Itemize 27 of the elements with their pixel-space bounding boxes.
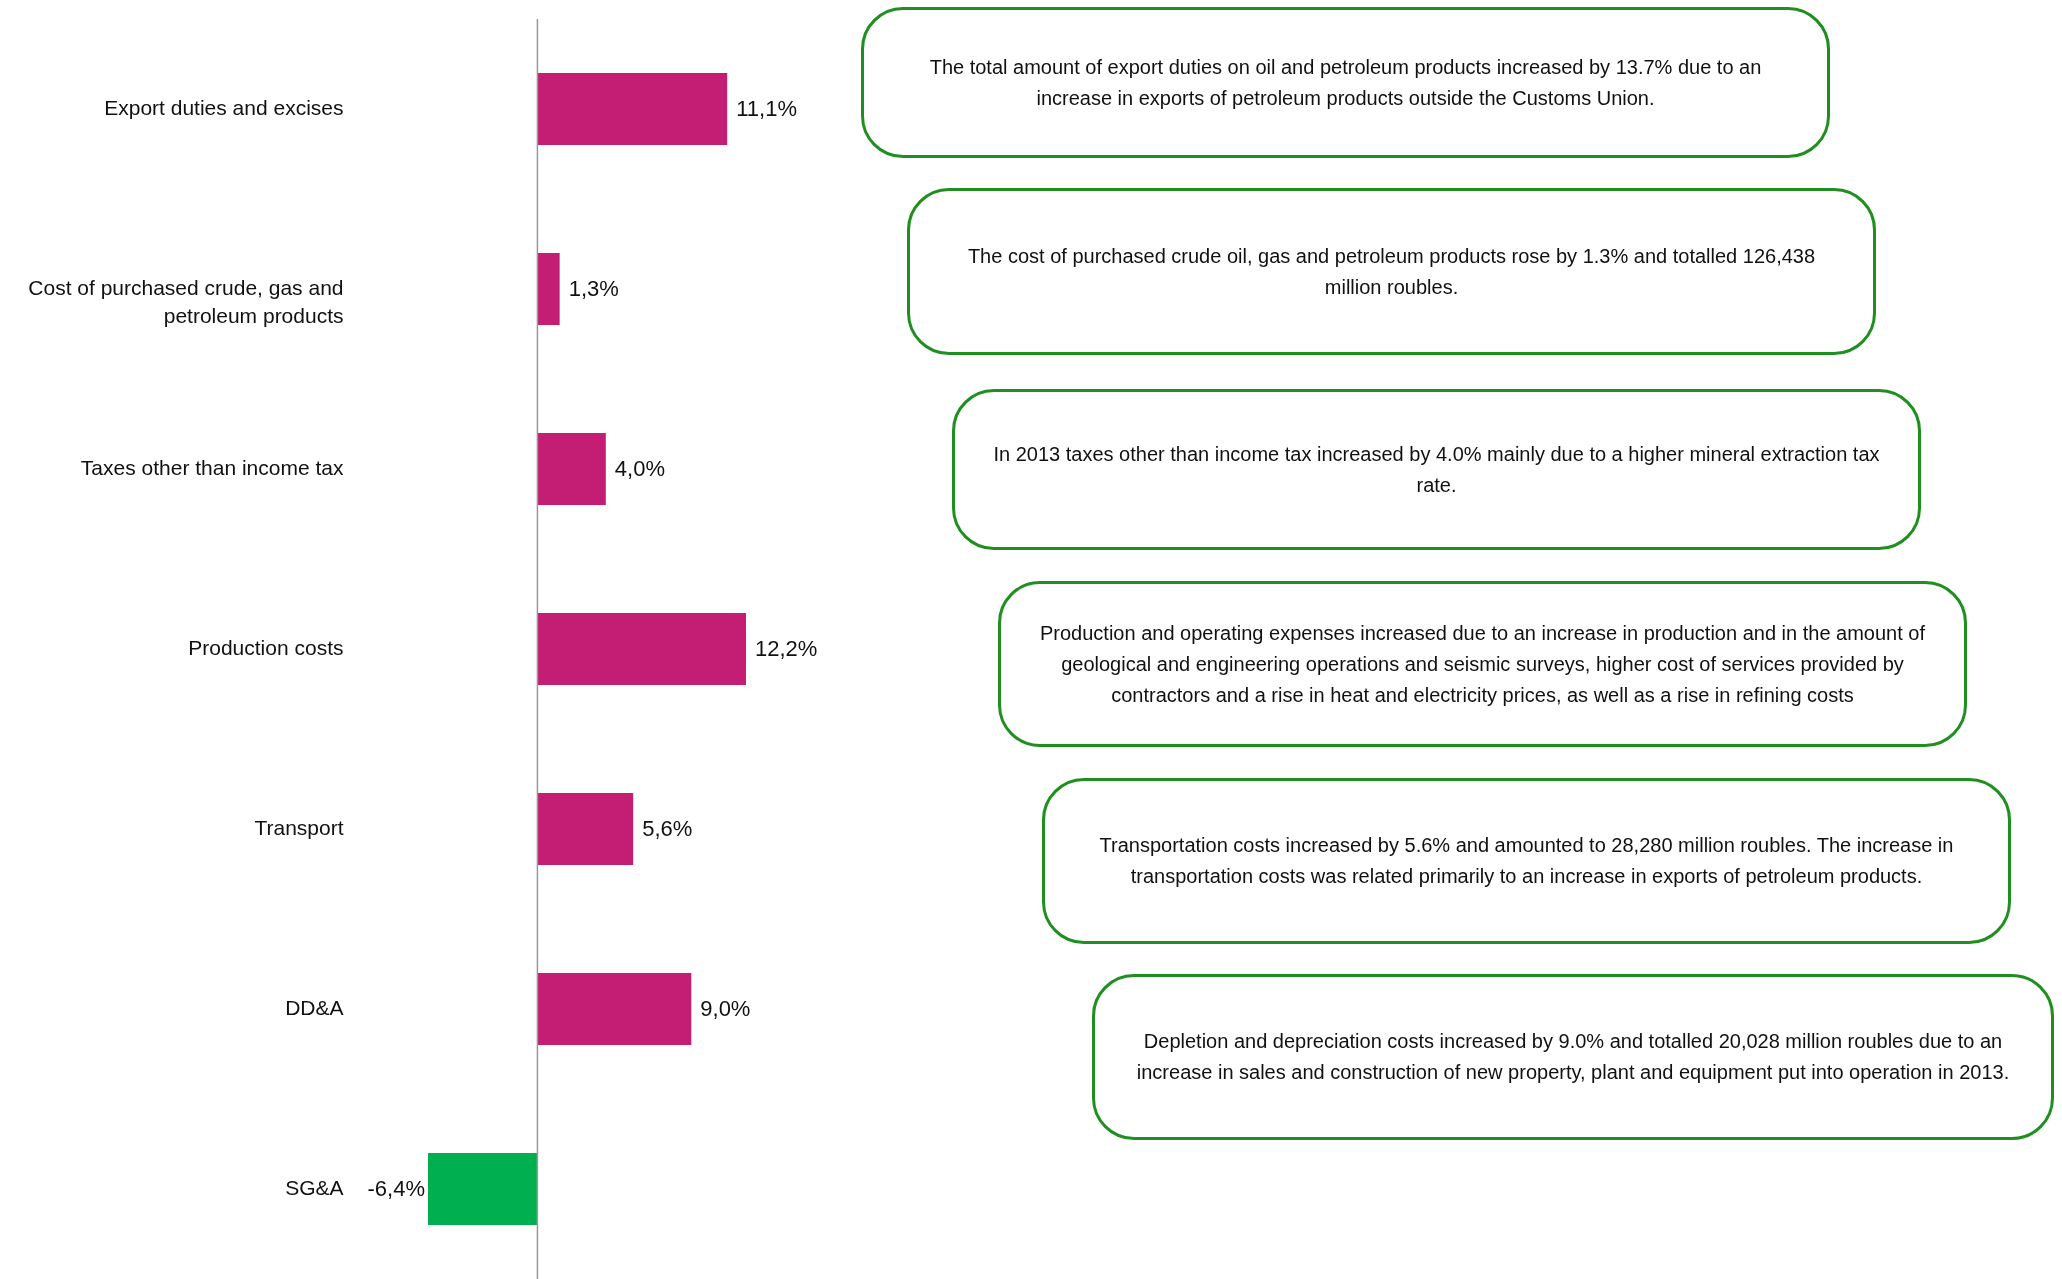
data-label: 5,6% bbox=[642, 816, 693, 841]
data-label: 1,3% bbox=[568, 276, 619, 301]
bar bbox=[428, 1153, 538, 1225]
bar bbox=[537, 973, 692, 1045]
y-tick-label: SG&A bbox=[285, 1176, 344, 1199]
y-tick-label: Transport bbox=[254, 816, 344, 839]
data-label: 11,1% bbox=[736, 96, 797, 121]
callout-box: Depletion and depreciation costs increased by 9.0% and totalled 20,028 million roubles due to an increase in sales and construction of new property, plant and equipment put into operation in 2013. bbox=[1092, 974, 2054, 1140]
y-tick-label: Cost of purchased crude, gas and petroleum products bbox=[28, 276, 344, 327]
bar bbox=[537, 253, 560, 325]
y-tick-label: Taxes other than income tax bbox=[80, 456, 344, 479]
callout-box: The total amount of export duties on oil and petroleum products increased by 13.7% due to an increase in exports of petroleum products outside the Customs Union. bbox=[861, 7, 1830, 158]
data-label: -6,4% bbox=[367, 1176, 425, 1201]
data-label: 9,0% bbox=[700, 996, 751, 1021]
y-tick-label: Export duties and excises bbox=[104, 96, 344, 119]
bar bbox=[537, 433, 606, 505]
callout-box: In 2013 taxes other than income tax increased by 4.0% mainly due to a higher mineral extraction tax rate. bbox=[952, 389, 1921, 550]
y-tick-label: DD&A bbox=[285, 996, 344, 1019]
bar bbox=[537, 793, 634, 865]
callout-box: Production and operating expenses increased due to an increase in production and in the amount of geological and engineering operations and seismic surveys, higher cost of services provided by contractors and a rise in heat and electricity prices, as well as a rise in refining costs bbox=[998, 581, 1967, 747]
data-label: 12,2% bbox=[755, 636, 818, 661]
callout-box: The cost of purchased crude oil, gas and petroleum products rose by 1.3% and totalled 126,438 million roubles. bbox=[907, 188, 1876, 355]
y-tick-label: Production costs bbox=[188, 636, 344, 659]
bar bbox=[537, 73, 728, 145]
data-label: 4,0% bbox=[614, 456, 665, 481]
callout-box: Transportation costs increased by 5.6% and amounted to 28,280 million roubles. The increase in transportation costs was related primarily to an increase in exports of petroleum products. bbox=[1042, 778, 2011, 944]
bar bbox=[537, 613, 746, 685]
